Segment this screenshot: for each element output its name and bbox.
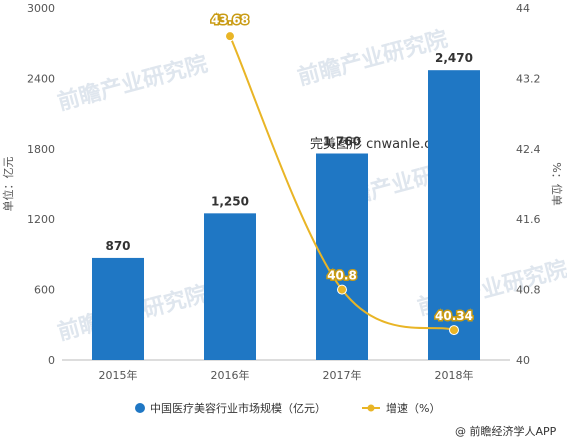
line-data-label: 40.34 (435, 309, 473, 323)
y-right-tick-label: 44 (516, 2, 530, 15)
y-axis-right-title: %：位单 (550, 162, 564, 205)
bar (316, 153, 368, 360)
y-right-tick-label: 40.8 (516, 284, 541, 297)
y-left-tick-label: 3000 (27, 2, 55, 15)
x-tick-label: 2017年 (323, 368, 362, 382)
x-axis-ticks: 2015年 2016年 2017年 2018年 (99, 368, 474, 382)
legend-line-marker (367, 404, 375, 412)
legend-bar-marker (135, 403, 145, 413)
growth-rate-line (229, 35, 455, 332)
line-point (337, 284, 347, 295)
y-left-tick-label: 1800 (27, 143, 55, 156)
credit-text: @ 前瞻经济学人APP (455, 424, 557, 438)
y-axis-right-ticks: 40 40.8 41.6 42.4 43.2 44 (516, 2, 541, 367)
y-axis-left-ticks: 0 600 1200 1800 2400 3000 (27, 2, 55, 367)
y-left-tick-label: 1200 (27, 213, 55, 226)
y-axis-left-title: 单位：亿元 (1, 157, 15, 212)
bar-data-label: 870 (105, 239, 130, 253)
y-right-tick-label: 42.4 (516, 143, 541, 156)
line-point (225, 31, 235, 42)
y-left-tick-label: 600 (34, 284, 55, 297)
bar (92, 257, 144, 360)
watermark-text-2: 前瞻产业研究院 (295, 26, 450, 91)
bar (428, 70, 480, 360)
bar-series (92, 70, 480, 360)
x-tick-label: 2018年 (435, 368, 474, 382)
y-right-tick-label: 43.2 (516, 72, 541, 85)
y-left-tick-label: 2400 (27, 72, 55, 85)
bar-data-labels: 870 1,250 1,760 2,470 (105, 51, 473, 253)
line-data-label: 40.8 (327, 269, 357, 283)
bar-data-label: 2,470 (435, 51, 473, 65)
bar (204, 213, 256, 360)
line-series: 43.68 40.8 40.34 (210, 12, 474, 336)
x-tick-label: 2016年 (211, 368, 250, 382)
bar-data-label: 1,760 (323, 134, 361, 148)
y-right-tick-label: 41.6 (516, 213, 541, 226)
bar-data-label: 1,250 (211, 194, 249, 208)
watermark-site: 完美图形 cnwanle.com (310, 137, 452, 152)
watermark-text-1: 前瞻产业研究院 (55, 51, 210, 116)
legend-bar-label: 中国医疗美容行业市场规模（亿元） (150, 401, 326, 415)
y-left-tick-label: 0 (48, 354, 55, 367)
legend: 中国医疗美容行业市场规模（亿元） 增速（%） (135, 401, 440, 415)
y-right-tick-label: 40 (516, 354, 530, 367)
line-data-label: 43.68 (211, 13, 249, 27)
x-tick-label: 2015年 (99, 368, 138, 382)
legend-line-label: 增速（%） (386, 401, 440, 415)
line-point (449, 325, 459, 336)
